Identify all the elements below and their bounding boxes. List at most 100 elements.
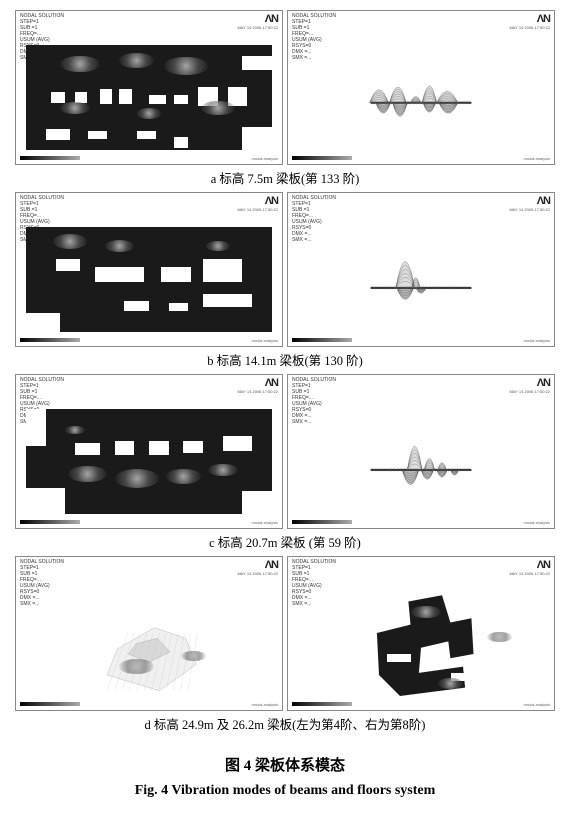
plot-area [298,45,544,150]
slab-opening [149,441,169,456]
legend-bar [292,702,352,706]
ansys-logo: ΛN [537,195,550,207]
mesh-wave-plot [298,409,544,514]
plot-area [26,591,272,696]
slab-opening [387,654,412,662]
simulation-panel: NODAL SOLUTIONSTEP=1SUB =1FREQ=...USUM (… [287,556,555,711]
mode-contour [208,464,238,477]
panel-footer: modal analysis [20,154,278,162]
caption-en: Fig. 4 Vibration modes of beams and floo… [10,783,560,799]
mode-contour [206,241,231,252]
slab-opening [242,491,272,514]
slab-opening [242,56,272,71]
slab-opening [88,131,108,139]
ansys-logo: ΛN [537,559,550,571]
slab-opening [203,259,242,282]
plot-area [26,45,272,150]
slab-opening [56,259,81,272]
panel-row-d: NODAL SOLUTIONSTEP=1SUB =1FREQ=...USUM (… [10,556,560,711]
slab-opening [95,267,144,282]
panel-footer: modal analysis [20,700,278,708]
subcaption-c: c 标高 20.7m 梁板 (第 59 阶) [10,532,560,551]
simulation-panel: NODAL SOLUTIONSTEP=1SUB =1FREQ=...USUM (… [15,192,283,347]
simulation-panel: NODAL SOLUTIONSTEP=1SUB =1FREQ=...USUM (… [287,374,555,529]
slab-opening [183,441,203,454]
mode-contour [137,108,162,119]
footer-text: modal analysis [252,702,278,707]
ansys-logo: ΛN [265,13,278,25]
iso-plot [26,591,272,696]
ansys-logo: ΛN [265,559,278,571]
plot-area [298,227,544,332]
panel-footer: modal analysis [292,154,550,162]
panel-row-b: NODAL SOLUTIONSTEP=1SUB =1FREQ=...USUM (… [10,192,560,347]
panel-timestamp: MAY 14 2006 17:50:22 [509,571,550,576]
panel-timestamp: MAY 14 2006 17:50:22 [509,207,550,212]
legend-bar [20,702,80,706]
panel-row-a: NODAL SOLUTIONSTEP=1SUB =1FREQ=...USUM (… [10,10,560,165]
footer-text: modal analysis [524,156,550,161]
simulation-panel: NODAL SOLUTIONSTEP=1SUB =1FREQ=...USUM (… [15,374,283,529]
footer-text: modal analysis [524,338,550,343]
subcaption-b: b 标高 14.1m 梁板(第 130 阶) [10,350,560,369]
ansys-logo: ΛN [265,195,278,207]
footer-text: modal analysis [252,338,278,343]
slab-opening [223,436,253,451]
ansys-logo: ΛN [265,377,278,389]
panel-footer: modal analysis [20,518,278,526]
slab-opening [46,129,71,140]
slab-opening [242,127,272,150]
footer-text: modal analysis [252,156,278,161]
slab-opening [115,441,135,456]
plot-area [26,409,272,514]
slab-opening [75,443,100,456]
panel-footer: modal analysis [292,336,550,344]
slab-opening [26,488,65,514]
ansys-logo: ΛN [537,13,550,25]
slab-opening [26,313,60,332]
caption-cn: 图 4 梁板体系模态 [10,754,560,775]
slab-opening [124,301,149,312]
simulation-panel: NODAL SOLUTIONSTEP=1SUB =1FREQ=...USUM (… [15,556,283,711]
figure-4: NODAL SOLUTIONSTEP=1SUB =1FREQ=...USUM (… [10,10,560,807]
slab-opening [119,89,131,104]
panel-timestamp: MAY 14 2006 17:50:22 [237,389,278,394]
mesh-wave-plot [298,227,544,332]
mode-contour [438,678,463,689]
slab-opening [100,89,112,104]
slab-opening [149,95,166,103]
mode-contour [119,53,153,68]
mode-contour [60,102,90,115]
panel-footer: modal analysis [20,336,278,344]
slab-opening [137,131,157,139]
panel-footer: modal analysis [292,518,550,526]
legend-bar [20,156,80,160]
panel-timestamp: MAY 14 2006 17:50:22 [237,571,278,576]
legend-bar [292,156,352,160]
footer-text: modal analysis [252,520,278,525]
simulation-panel: NODAL SOLUTIONSTEP=1SUB =1FREQ=...USUM (… [287,192,555,347]
slab-opening [161,267,191,282]
plot-area [298,591,544,696]
mode-contour [119,659,153,674]
simulation-panel: NODAL SOLUTIONSTEP=1SUB =1FREQ=...USUM (… [15,10,283,165]
legend-bar [292,338,352,342]
mode-contour [166,469,200,484]
panel-row-c: NODAL SOLUTIONSTEP=1SUB =1FREQ=...USUM (… [10,374,560,529]
panel-timestamp: MAY 14 2006 17:50:22 [509,389,550,394]
plot-area [26,227,272,332]
simulation-panel: NODAL SOLUTIONSTEP=1SUB =1FREQ=...USUM (… [287,10,555,165]
legend-bar [20,520,80,524]
panel-footer: modal analysis [292,700,550,708]
panel-timestamp: MAY 14 2006 17:50:22 [509,25,550,30]
slab-opening [26,409,46,446]
panel-timestamp: MAY 14 2006 17:50:22 [237,25,278,30]
legend-bar [292,520,352,524]
subcaption-d: d 标高 24.9m 及 26.2m 梁板(左为第4阶、右为第8阶) [10,714,560,733]
subcaption-a: a 标高 7.5m 梁板(第 133 阶) [10,168,560,187]
slab-opening [169,303,189,311]
footer-text: modal analysis [524,702,550,707]
mode-contour [411,606,441,619]
slab-opening [174,95,189,103]
slab-opening [174,137,189,148]
